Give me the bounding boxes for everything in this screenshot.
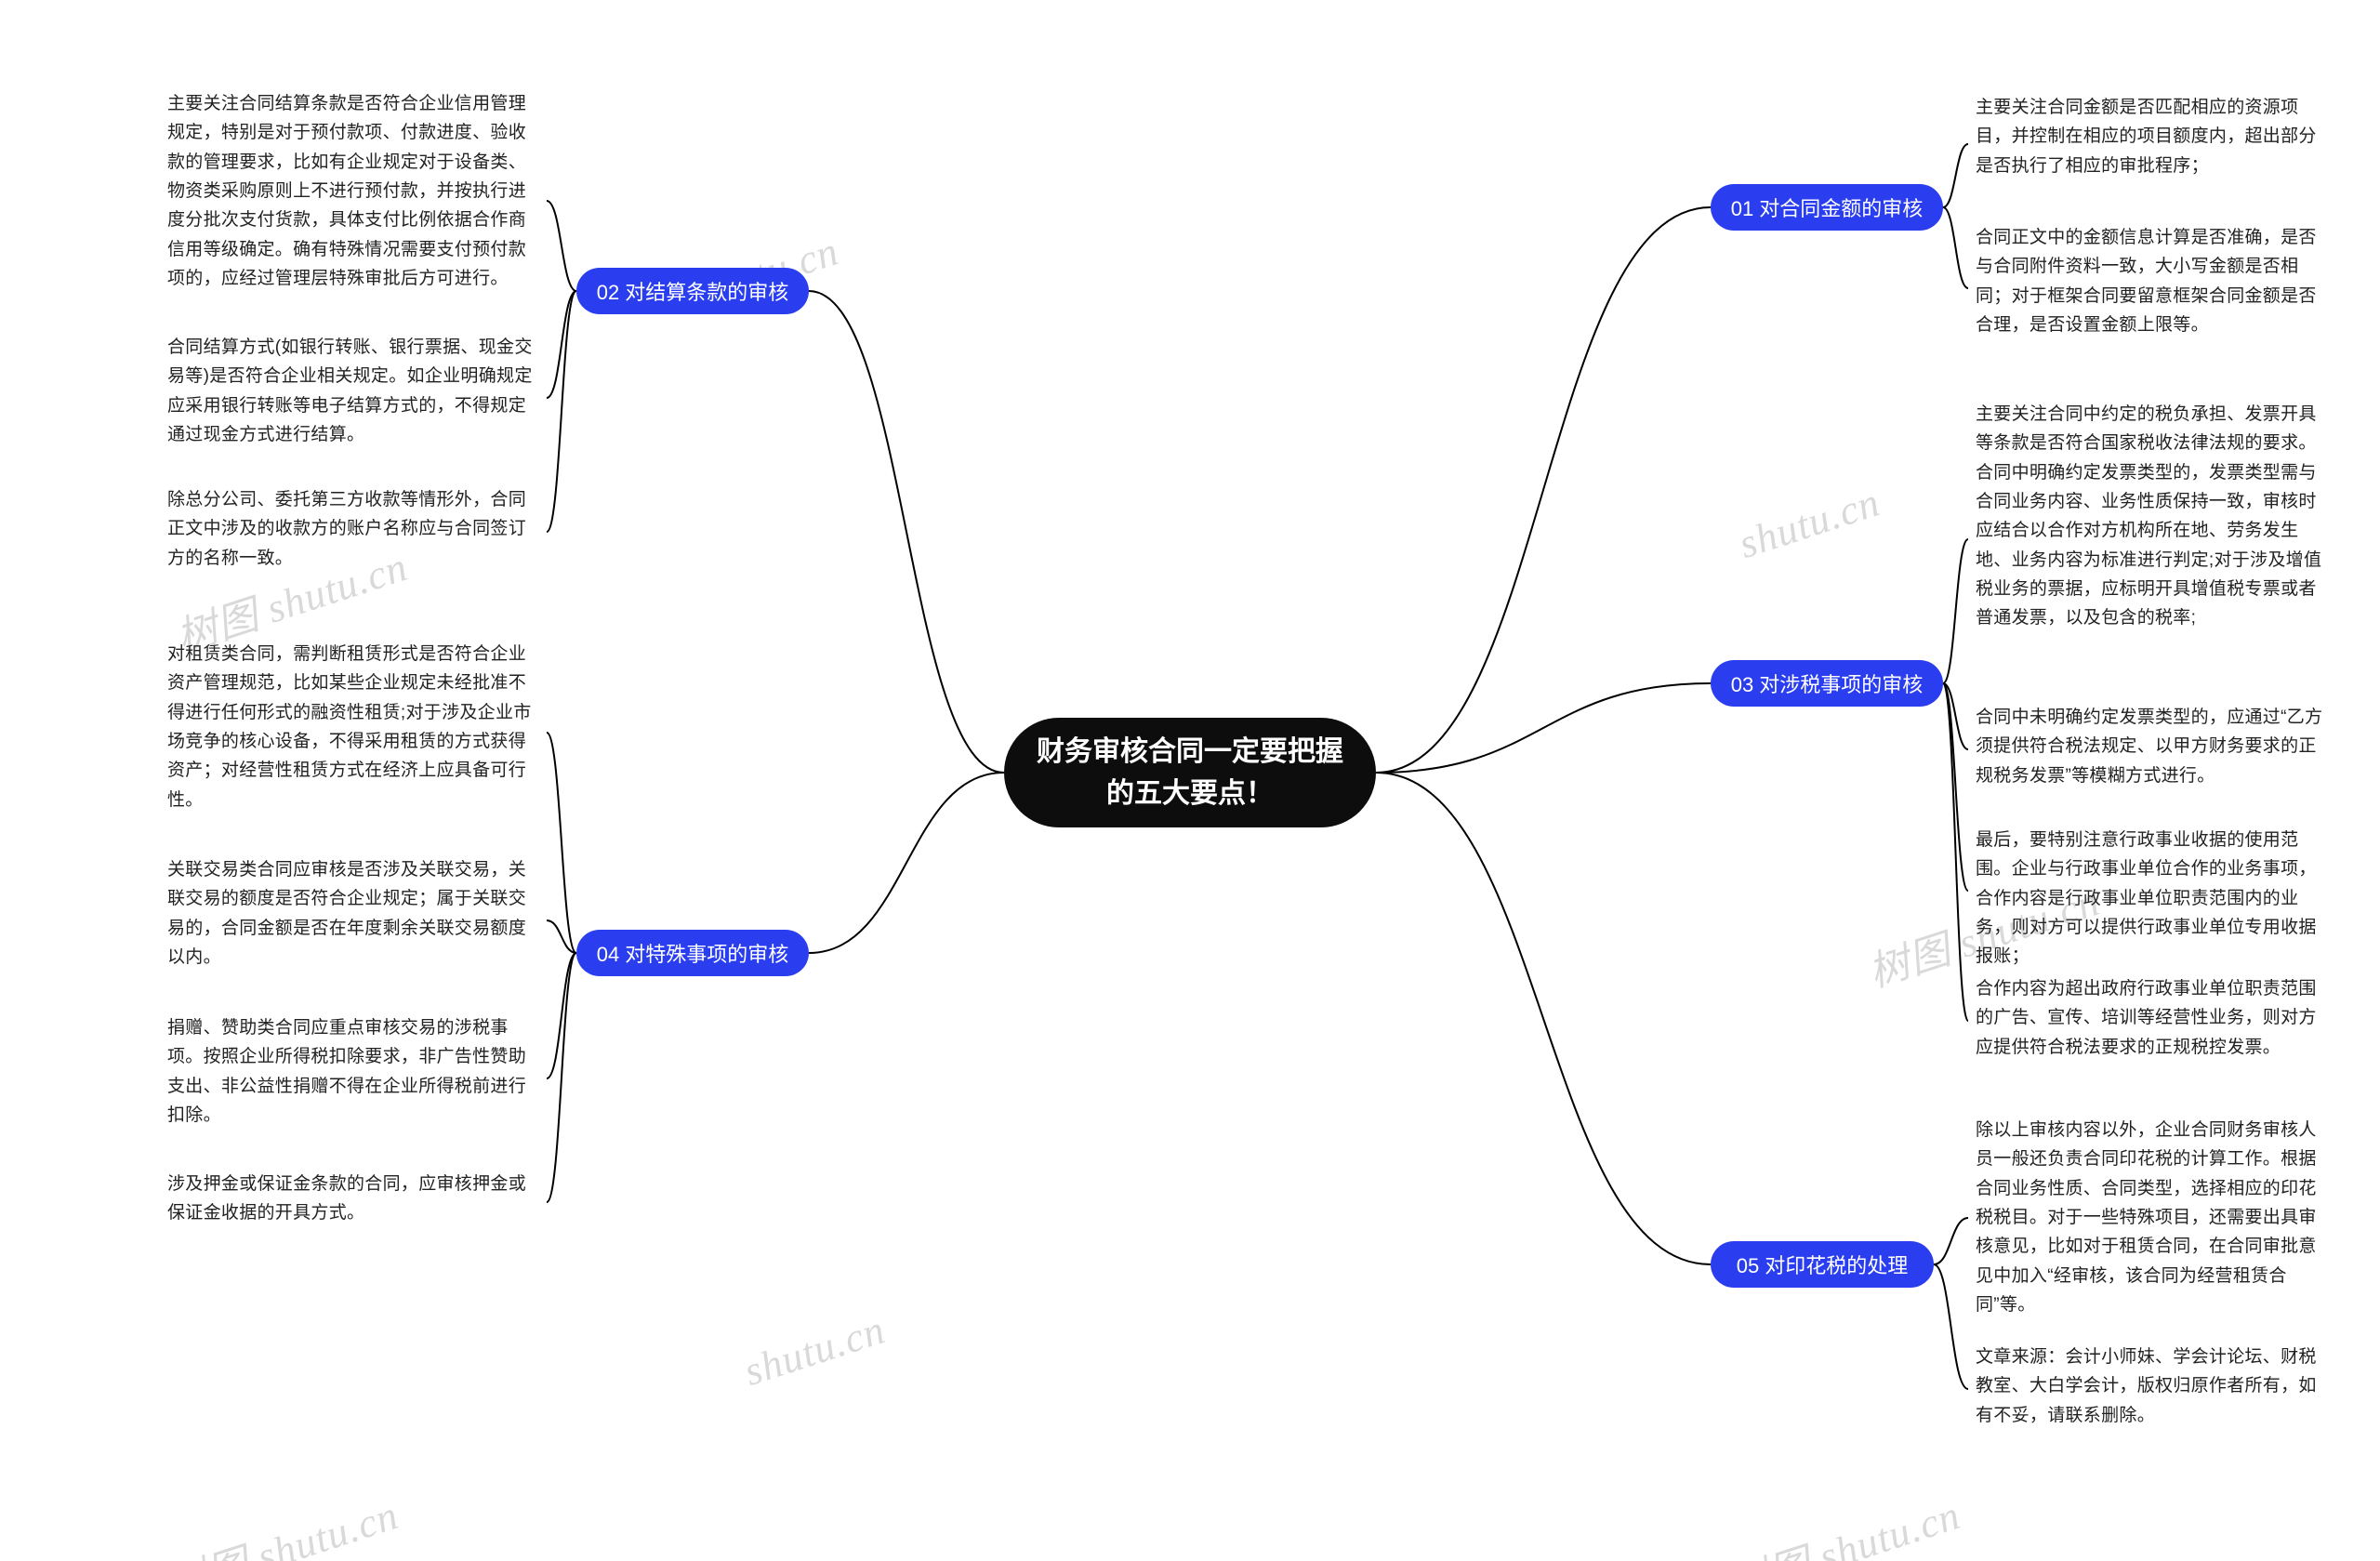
branch-node-b2: 02 对结算条款的审核 — [576, 268, 809, 314]
leaf-text: 合同正文中的金额信息计算是否准确，是否与合同附件资料一致，大小写金额是否相同；对… — [1976, 228, 2317, 335]
watermark: 树图 shutu.cn — [1720, 1481, 1966, 1561]
branch-node-b3: 03 对涉税事项的审核 — [1711, 660, 1943, 707]
watermark: 树图 shutu.cn — [158, 1481, 404, 1561]
leaf-node: 合同正文中的金额信息计算是否准确，是否与合同附件资料一致，大小写金额是否相同；对… — [1976, 223, 2329, 339]
leaf-text: 捐赠、赞助类合同应重点审核交易的涉税事项。按照企业所得税扣除要求，非广告性赞助支… — [167, 1018, 526, 1125]
leaf-node: 合作内容为超出政府行政事业单位职责范围的广告、宣传、培训等经营性业务，则对方应提… — [1976, 974, 2329, 1062]
leaf-text: 合同结算方式(如银行转账、银行票据、现金交易等)是否符合企业相关规定。如企业明确… — [167, 337, 533, 444]
leaf-text: 最后，要特别注意行政事业收据的使用范围。企业与行政事业单位合作的业务事项，合作内… — [1976, 830, 2317, 966]
watermark: shutu.cn — [1733, 478, 1885, 568]
leaf-text: 合作内容为超出政府行政事业单位职责范围的广告、宣传、培训等经营性业务，则对方应提… — [1976, 979, 2317, 1057]
leaf-text: 对租赁类合同，需判断租赁形式是否符合企业资产管理规范，比如某些企业规定未经批准不… — [167, 644, 532, 810]
leaf-node: 最后，要特别注意行政事业收据的使用范围。企业与行政事业单位合作的业务事项，合作内… — [1976, 826, 2329, 972]
center-title-line1: 财务审核合同一定要把握 — [1037, 736, 1343, 767]
branch-label: 03 对涉税事项的审核 — [1731, 668, 1924, 698]
branch-label: 02 对结算条款的审核 — [597, 276, 789, 306]
leaf-node: 主要关注合同金额是否匹配相应的资源项目，并控制在相应的项目额度内，超出部分是否执… — [1976, 93, 2329, 180]
leaf-node: 捐赠、赞助类合同应重点审核交易的涉税事项。按照企业所得税扣除要求，非广告性赞助支… — [167, 1013, 539, 1130]
branch-label: 04 对特殊事项的审核 — [597, 938, 789, 968]
leaf-node: 涉及押金或保证金条款的合同，应审核押金或保证金收据的开具方式。 — [167, 1170, 539, 1228]
leaf-node: 关联交易类合同应审核是否涉及关联交易，关联交易的额度是否符合企业规定；属于关联交… — [167, 855, 539, 972]
leaf-text: 涉及押金或保证金条款的合同，应审核押金或保证金收据的开具方式。 — [167, 1174, 526, 1223]
leaf-text: 主要关注合同中约定的税负承担、发票开具等条款是否符合国家税收法律法规的要求。合同… — [1976, 404, 2321, 628]
leaf-text: 除以上审核内容以外，企业合同财务审核人员一般还负责合同印花税的计算工作。根据合同… — [1976, 1120, 2317, 1315]
leaf-text: 主要关注合同结算条款是否符合企业信用管理规定，特别是对于预付款项、付款进度、验收… — [167, 94, 526, 288]
leaf-text: 主要关注合同金额是否匹配相应的资源项目，并控制在相应的项目额度内，超出部分是否执… — [1976, 98, 2317, 176]
center-title-line2: 的五大要点！ — [1106, 778, 1274, 809]
leaf-node: 除总分公司、委托第三方收款等情形外，合同正文中涉及的收款方的账户名称应与合同签订… — [167, 485, 539, 573]
leaf-node: 主要关注合同结算条款是否符合企业信用管理规定，特别是对于预付款项、付款进度、验收… — [167, 89, 539, 293]
leaf-node: 主要关注合同中约定的税负承担、发票开具等条款是否符合国家税收法律法规的要求。合同… — [1976, 400, 2329, 633]
leaf-text: 文章来源：会计小师妹、学会计论坛、财税教室、大白学会计，版权归原作者所有，如有不… — [1976, 1347, 2317, 1425]
leaf-node: 合同中未明确约定发票类型的，应通过“乙方须提供符合税法规定、以甲方财务要求的正规… — [1976, 703, 2329, 790]
leaf-text: 合同中未明确约定发票类型的，应通过“乙方须提供符合税法规定、以甲方财务要求的正规… — [1976, 708, 2322, 786]
branch-label: 01 对合同金额的审核 — [1731, 192, 1924, 222]
branch-node-b1: 01 对合同金额的审核 — [1711, 184, 1943, 231]
branch-label: 05 对印花税的处理 — [1737, 1250, 1909, 1279]
leaf-text: 关联交易类合同应审核是否涉及关联交易，关联交易的额度是否符合企业规定；属于关联交… — [167, 860, 526, 967]
leaf-node: 对租赁类合同，需判断租赁形式是否符合企业资产管理规范，比如某些企业规定未经批准不… — [167, 640, 539, 814]
branch-node-b4: 04 对特殊事项的审核 — [576, 930, 809, 976]
watermark: shutu.cn — [738, 1305, 891, 1396]
leaf-node: 合同结算方式(如银行转账、银行票据、现金交易等)是否符合企业相关规定。如企业明确… — [167, 333, 539, 449]
center-node: 财务审核合同一定要把握 的五大要点！ — [1004, 718, 1376, 827]
leaf-node: 文章来源：会计小师妹、学会计论坛、财税教室、大白学会计，版权归原作者所有，如有不… — [1976, 1343, 2329, 1430]
leaf-node: 除以上审核内容以外，企业合同财务审核人员一般还负责合同印花税的计算工作。根据合同… — [1976, 1116, 2329, 1319]
mindmap-canvas: 树图 shutu.cnshutu.cnshutu.cn树图 shutu.cnsh… — [0, 0, 2380, 1561]
leaf-text: 除总分公司、委托第三方收款等情形外，合同正文中涉及的收款方的账户名称应与合同签订… — [167, 490, 526, 568]
branch-node-b5: 05 对印花税的处理 — [1711, 1241, 1934, 1288]
